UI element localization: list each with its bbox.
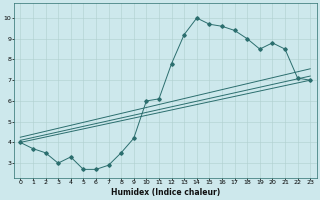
X-axis label: Humidex (Indice chaleur): Humidex (Indice chaleur) xyxy=(111,188,220,197)
